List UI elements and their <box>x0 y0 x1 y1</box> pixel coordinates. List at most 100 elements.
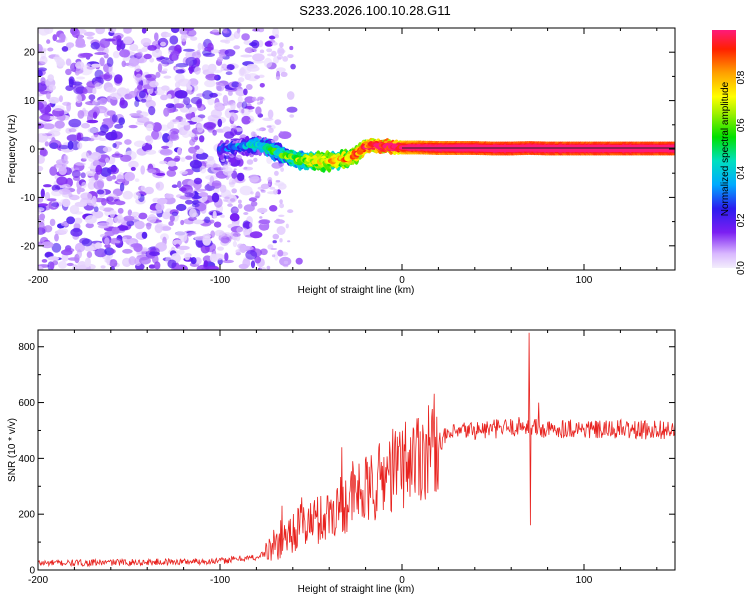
noise-blob <box>239 185 253 196</box>
noise-blob <box>84 245 95 252</box>
snr-panel: -200 -100 0 100 0 200 400 600 800 Height of stra… <box>7 329 676 595</box>
noise-blob <box>189 139 196 146</box>
noise-blob <box>66 262 74 267</box>
noise-blob <box>38 70 43 77</box>
noise-blob <box>287 209 294 214</box>
noise-blob <box>106 57 114 68</box>
noise-blob <box>213 221 222 228</box>
noise-blob <box>188 133 195 138</box>
noise-blob <box>258 40 264 48</box>
noise-blob <box>202 90 214 100</box>
noise-blob <box>218 52 225 57</box>
noise-blob <box>266 125 272 128</box>
noise-blob <box>269 205 278 212</box>
chart-title: S233.2026.100.10.28.G11 <box>299 3 451 18</box>
noise-blob <box>241 101 248 109</box>
noise-blob <box>94 172 99 181</box>
noise-blob <box>198 192 209 197</box>
noise-blob <box>131 211 140 217</box>
noise-blob <box>116 174 123 184</box>
noise-blob <box>236 226 243 233</box>
noise-blob <box>268 127 274 133</box>
noise-blob <box>110 237 118 244</box>
noise-blob <box>87 127 99 134</box>
noise-blob <box>252 53 265 62</box>
noise-blob <box>160 226 172 231</box>
noise-blob <box>249 222 253 228</box>
noise-blob <box>237 83 241 87</box>
noise-blob <box>280 167 284 173</box>
noise-blob <box>192 219 205 225</box>
noise-blob <box>38 196 44 203</box>
noise-blob <box>71 28 80 38</box>
noise-blob <box>111 174 117 180</box>
noise-blob <box>273 188 279 195</box>
noise-blob <box>119 49 131 58</box>
noise-blob <box>77 110 85 119</box>
noise-blob <box>166 122 175 130</box>
noise-blob <box>199 135 205 143</box>
noise-blob <box>93 180 105 190</box>
noise-blob <box>108 65 113 75</box>
noise-blob <box>249 42 258 47</box>
noise-blob <box>279 42 284 48</box>
noise-blob <box>164 193 174 199</box>
noise-blob <box>80 52 93 58</box>
noise-blob <box>223 198 228 202</box>
noise-blob <box>287 54 294 59</box>
noise-blob <box>277 47 285 56</box>
noise-blob <box>39 56 48 65</box>
noise-blob <box>243 204 255 212</box>
noise-blob <box>38 43 43 54</box>
noise-blob <box>114 123 124 129</box>
noise-blob <box>51 137 56 144</box>
noise-blob <box>222 126 232 133</box>
noise-blob <box>74 217 83 224</box>
noise-blob <box>99 57 105 67</box>
noise-blob <box>185 199 193 205</box>
noise-blob <box>85 215 97 224</box>
noise-blob <box>118 117 125 125</box>
noise-blob <box>275 76 281 80</box>
noise-blob <box>104 237 110 246</box>
noise-blob <box>46 92 51 100</box>
noise-blob <box>258 219 271 225</box>
noise-blob <box>227 161 232 167</box>
noise-blob <box>171 211 178 217</box>
noise-blob <box>220 39 229 43</box>
noise-blob <box>159 160 168 165</box>
noise-blob <box>96 189 105 195</box>
noise-blob <box>235 154 242 161</box>
noise-blob <box>119 182 125 192</box>
noise-blob <box>240 54 253 58</box>
y-tick-label: 10 <box>24 96 36 107</box>
y-tick-label: 0 <box>29 566 35 577</box>
noise-blob <box>246 64 258 69</box>
snr-line <box>38 332 675 568</box>
noise-blob <box>86 36 94 40</box>
noise-blob <box>272 240 277 244</box>
noise-blob <box>212 129 217 136</box>
noise-blob <box>252 96 257 102</box>
noise-blob <box>87 155 98 159</box>
noise-blob <box>76 132 82 142</box>
noise-blob <box>99 38 111 48</box>
spectrogram-xlabel: Height of straight line (km) <box>298 285 415 296</box>
noise-blob <box>246 73 259 82</box>
noise-blob <box>279 199 283 205</box>
noise-blob <box>86 198 95 206</box>
noise-blob <box>51 189 63 197</box>
noise-blob <box>49 218 56 227</box>
noise-blob <box>290 63 296 70</box>
noise-blob <box>105 157 110 164</box>
noise-blob <box>122 248 133 254</box>
noise-blob <box>180 157 186 163</box>
noise-blob <box>243 212 249 215</box>
noise-blob <box>188 107 198 112</box>
noise-blob <box>155 71 161 78</box>
noise-blob <box>183 96 191 106</box>
noise-blob <box>134 178 140 182</box>
noise-blob <box>223 68 231 71</box>
noise-blob <box>180 33 187 42</box>
spectrogram-data <box>38 28 675 270</box>
